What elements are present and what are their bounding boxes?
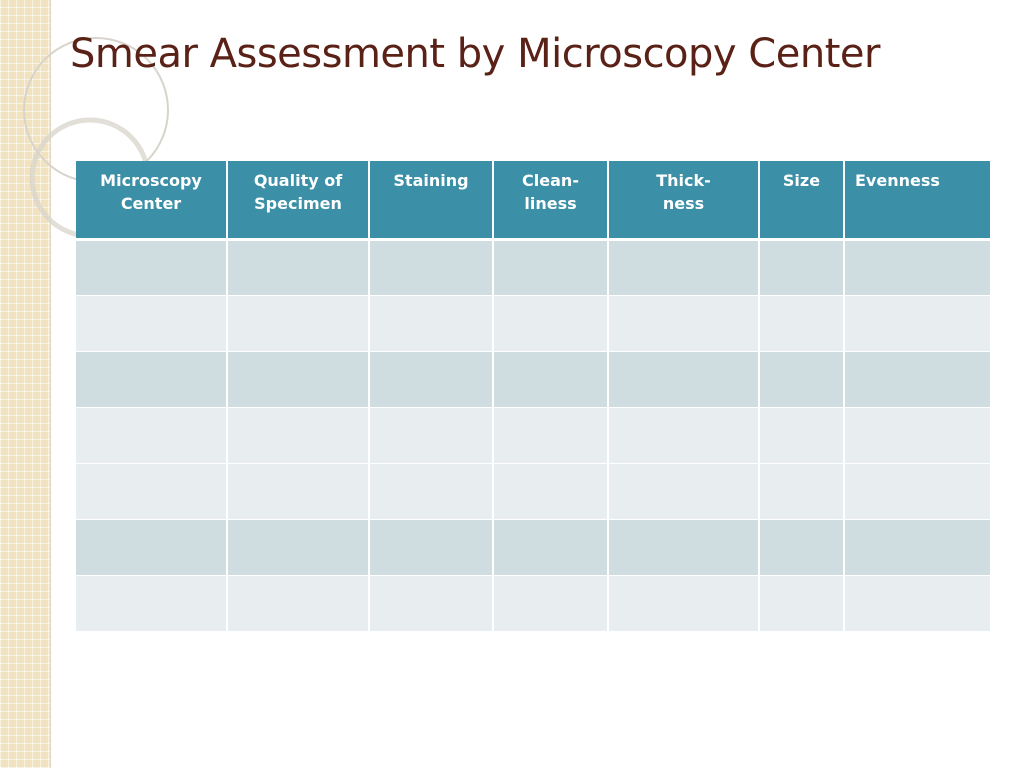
table-cell: [844, 519, 990, 576]
table-cell: [759, 463, 845, 520]
table-row: [76, 575, 990, 632]
column-header-thickness: Thick- ness: [608, 161, 760, 241]
side-band-divider: [50, 0, 51, 768]
table-cell: [76, 463, 228, 520]
column-header-staining: Staining: [369, 161, 494, 241]
column-header-evenness: Evenness: [844, 161, 990, 241]
table-header-row: Microscopy Center Quality of Specimen St…: [76, 161, 990, 241]
table-cell: [759, 407, 845, 464]
table-cell: [493, 519, 609, 576]
table-cell: [76, 575, 228, 632]
table-cell: [76, 351, 228, 408]
table-cell: [493, 239, 609, 296]
table-cell: [493, 295, 609, 352]
table-cell: [227, 351, 370, 408]
table-cell: [844, 407, 990, 464]
table-cell: [227, 463, 370, 520]
table-cell: [369, 239, 494, 296]
table-cell: [227, 239, 370, 296]
table-cell: [369, 463, 494, 520]
table-cell: [608, 575, 760, 632]
table-cell: [493, 351, 609, 408]
table-cell: [759, 295, 845, 352]
table-cell: [608, 407, 760, 464]
table-cell: [227, 575, 370, 632]
table-cell: [369, 295, 494, 352]
table-cell: [844, 351, 990, 408]
table-row: [76, 519, 990, 576]
column-header-microscopy-center: Microscopy Center: [76, 161, 228, 241]
table-cell: [608, 295, 760, 352]
table-cell: [227, 407, 370, 464]
table-cell: [76, 407, 228, 464]
table-row: [76, 239, 990, 296]
table-cell: [227, 295, 370, 352]
table-cell: [369, 519, 494, 576]
table-cell: [608, 239, 760, 296]
table-cell: [844, 295, 990, 352]
table-cell: [493, 463, 609, 520]
table-cell: [369, 575, 494, 632]
table-row: [76, 407, 990, 464]
table-cell: [844, 239, 990, 296]
decorative-side-band: [0, 0, 50, 768]
table-cell: [76, 295, 228, 352]
table-row: [76, 463, 990, 520]
table-cell: [759, 239, 845, 296]
table-row: [76, 351, 990, 408]
table-row: [76, 295, 990, 352]
column-header-cleanliness: Clean- liness: [493, 161, 609, 241]
table-cell: [759, 351, 845, 408]
table-cell: [844, 575, 990, 632]
table-cell: [493, 407, 609, 464]
table-cell: [844, 463, 990, 520]
table-cell: [369, 407, 494, 464]
table-cell: [369, 351, 494, 408]
column-header-quality-of-specimen: Quality of Specimen: [227, 161, 370, 241]
table-cell: [76, 239, 228, 296]
table-cell: [759, 575, 845, 632]
slide-title: Smear Assessment by Microscopy Center: [70, 31, 880, 77]
column-header-size: Size: [759, 161, 845, 241]
table-cell: [608, 351, 760, 408]
assessment-table: Microscopy Center Quality of Specimen St…: [76, 161, 990, 632]
table-cell: [759, 519, 845, 576]
table-cell: [608, 519, 760, 576]
table-cell: [227, 519, 370, 576]
table-cell: [608, 463, 760, 520]
table-cell: [76, 519, 228, 576]
table-cell: [493, 575, 609, 632]
